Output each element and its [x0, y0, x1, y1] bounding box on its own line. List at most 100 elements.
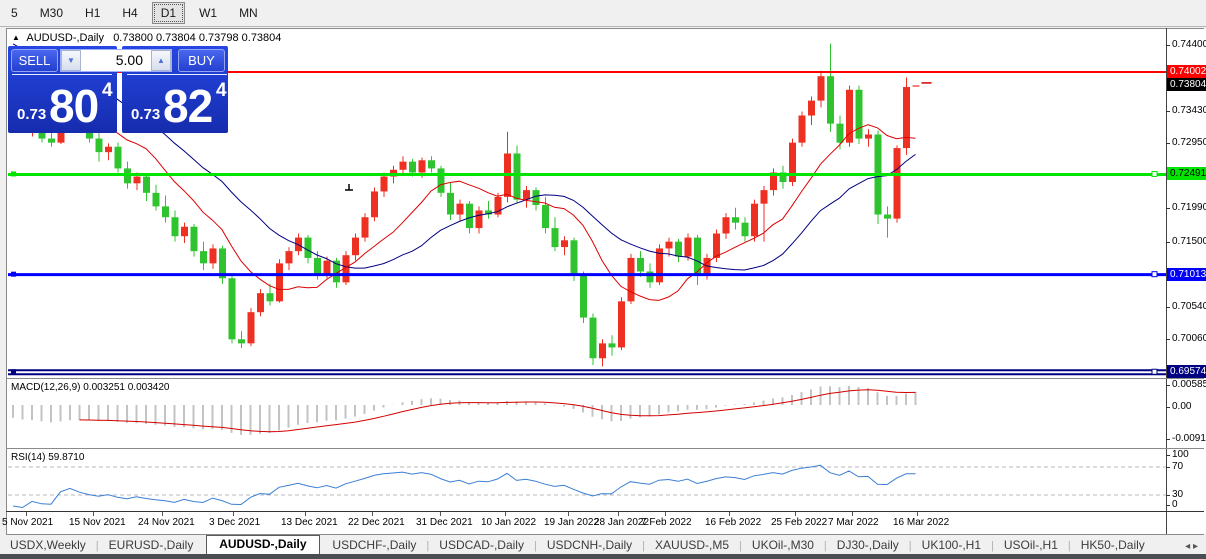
price-axis-label: 0.70540 [1172, 300, 1206, 312]
chart-tab-usdchf[interactable]: USDCHF-,Daily [332, 538, 417, 552]
rsi-axis-tick [1166, 495, 1170, 496]
window-bottom-border [6, 534, 1204, 535]
timeframe-button-5[interactable]: 5 [11, 6, 18, 20]
date-label: 7 Feb 2022 [641, 517, 692, 528]
rsi-separator[interactable] [6, 448, 1204, 449]
sell-price-display[interactable]: 0.73 80 4 [8, 76, 117, 132]
date-label: 22 Dec 2021 [348, 517, 405, 528]
tab-separator: | [739, 540, 742, 552]
chart-tab-dj30[interactable]: DJ30-,Daily [836, 538, 899, 552]
hline-handle[interactable] [1151, 368, 1158, 375]
sell-button[interactable]: SELL [11, 49, 58, 72]
chart-tab-usdx[interactable]: USDX,Weekly [10, 538, 86, 552]
date-label: 16 Mar 2022 [893, 517, 950, 528]
price-axis-tick [1166, 208, 1170, 210]
chart-tab-xauusd[interactable]: XAUUSD-,M5 [655, 538, 730, 552]
tab-separator: | [426, 540, 430, 552]
hline-price-chip-support-green: 0.72491 [1167, 167, 1206, 181]
date-tick [852, 512, 853, 516]
date-tick [665, 512, 666, 516]
chart-tab-ukoil[interactable]: UKOil-,M30 [751, 538, 814, 552]
price-axis-tick [1166, 110, 1170, 112]
hline-handle[interactable] [1151, 271, 1158, 278]
buy-price-pip: 4 [216, 80, 227, 101]
chart-tab-eurusd[interactable]: EURUSD-,Daily [108, 538, 194, 552]
date-label: 10 Jan 2022 [481, 517, 537, 528]
volume-input[interactable]: 5.00 [115, 52, 143, 68]
timeframe-button-mn[interactable]: MN [239, 6, 258, 20]
volume-decrease-button[interactable]: ▼ [61, 50, 81, 71]
timeframe-toolbar: 5 M30 H1 H4 D1 W1 MN [0, 0, 1206, 27]
timeframe-button-w1[interactable]: W1 [199, 6, 218, 20]
chart-tab-audusd[interactable]: AUDUSD-,Daily [206, 535, 320, 554]
price-axis-tick [1166, 241, 1170, 243]
date-label: 5 Nov 2021 [2, 517, 54, 528]
chart-tab-uk100[interactable]: UK100-,H1 [921, 538, 982, 552]
buy-button[interactable]: BUY [178, 49, 225, 72]
date-label: 15 Nov 2021 [69, 517, 126, 528]
price-axis-tick [1166, 143, 1170, 145]
rsi-axis-label: 100 [1172, 449, 1189, 460]
price-axis-label: 0.72950 [1172, 137, 1206, 149]
price-axis-border [1166, 28, 1167, 534]
sell-price-prefix: 0.73 [17, 106, 47, 123]
macd-axis-label: 0.00585 [1172, 379, 1206, 390]
timeframe-button-h4[interactable]: H4 [122, 6, 138, 20]
hline-handle[interactable] [11, 171, 16, 177]
buy-price-display[interactable]: 0.73 82 4 [122, 76, 228, 132]
macd-axis-tick [1166, 439, 1170, 440]
tab-separator: | [1067, 540, 1071, 552]
timeframe-button-h1[interactable]: H1 [85, 6, 101, 20]
xaxis-border [6, 511, 1204, 512]
date-tick [93, 512, 94, 516]
panel-collapse-icon[interactable]: ▲ [12, 33, 20, 42]
date-tick [233, 512, 234, 516]
sell-price-main: 80 [49, 80, 99, 132]
price-axis-tick [1166, 306, 1170, 308]
tab-separator: | [991, 540, 994, 552]
chart-tab-usoil[interactable]: USOil-,H1 [1003, 538, 1058, 552]
rsi-plot [8, 464, 1166, 509]
tab-separator: | [533, 540, 537, 552]
rsi-axis-tick [1166, 455, 1170, 456]
chart-tab-usdcnh[interactable]: USDCNH-,Daily [546, 538, 633, 552]
date-label: 13 Dec 2021 [281, 517, 338, 528]
chart-tab-bar: USDX,Weekly | EURUSD-,Daily | AUDUSD-,Daily |… [0, 535, 1206, 554]
hline-price-chip-resistance: 0.74002 [1167, 64, 1206, 78]
chart-tab-usdcad[interactable]: USDCAD-,Daily [439, 538, 524, 552]
rsi-axis-label: 0 [1172, 499, 1178, 510]
hline-handle[interactable] [11, 369, 16, 375]
moving-average-line [12, 62, 916, 301]
volume-spinner: ▼ 5.00 ▲ [60, 49, 172, 72]
window-top-border [6, 28, 1204, 29]
chart-tab-hk50[interactable]: HK50-,Daily [1080, 538, 1145, 552]
tab-scroll-arrows[interactable]: ◂ ▸ [1185, 541, 1198, 552]
price-axis-tick [1166, 45, 1170, 46]
volume-increase-button[interactable]: ▲ [151, 50, 171, 71]
rsi-axis-tick [1166, 505, 1170, 506]
hline-price-chip-support-navy: 0.69574 [1167, 365, 1206, 379]
date-tick [440, 512, 441, 516]
date-tick [26, 512, 27, 516]
hline-handle[interactable] [11, 271, 16, 277]
chart-symbol-period: AUDUSD-,Daily [26, 32, 104, 44]
timeframe-button-m30[interactable]: M30 [39, 6, 64, 20]
date-tick [917, 512, 918, 516]
chart-title: ▲ AUDUSD-,Daily 0.73800 0.73804 0.73798 … [12, 32, 281, 44]
price-chart-canvas[interactable] [0, 28, 1206, 535]
timeframe-button-d1[interactable]: D1 [151, 2, 186, 24]
date-label: 19 Jan 2022 [544, 517, 600, 528]
date-label: 3 Dec 2021 [209, 517, 261, 528]
buy-price-prefix: 0.73 [131, 106, 161, 123]
sell-price-pip: 4 [102, 80, 113, 101]
macd-axis-label: 0.00 [1172, 401, 1192, 412]
chart-ohlc-quote: 0.73800 0.73804 0.73798 0.73804 [113, 32, 282, 44]
rsi-axis-label: 30 [1172, 489, 1184, 500]
macd-separator[interactable] [6, 378, 1204, 379]
tab-separator: | [823, 540, 827, 552]
buy-underline [127, 74, 227, 75]
tab-separator: | [908, 540, 912, 552]
hline-handle[interactable] [1151, 170, 1158, 177]
date-label: 24 Nov 2021 [138, 517, 195, 528]
